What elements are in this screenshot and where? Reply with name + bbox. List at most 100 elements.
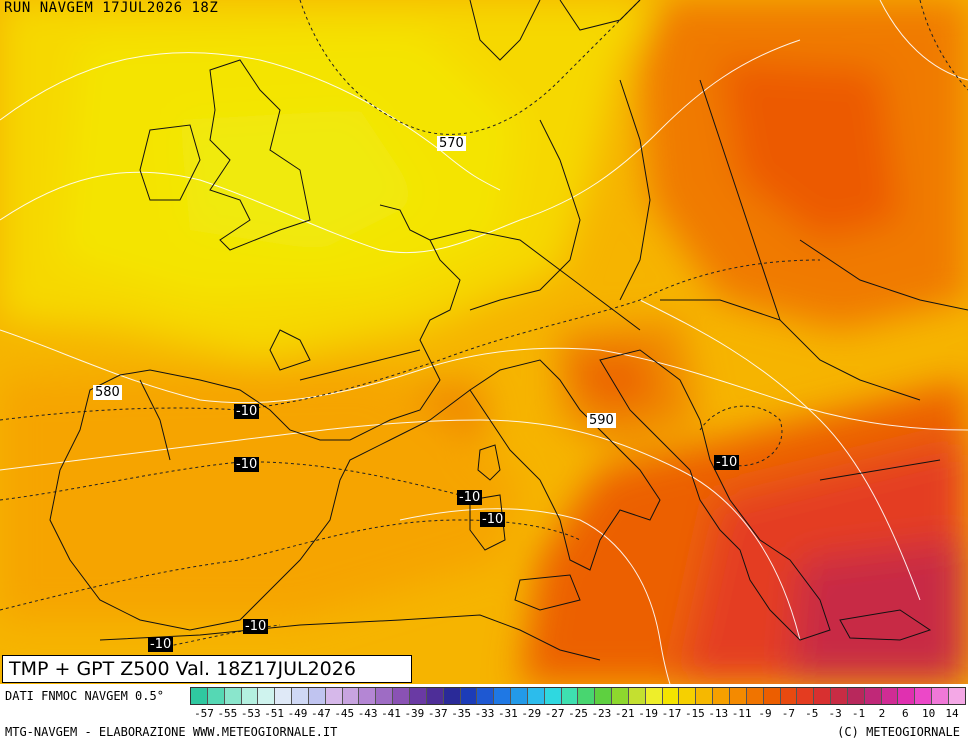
scale-swatch xyxy=(426,688,444,704)
scale-swatch xyxy=(628,688,646,704)
scale-tick-label: -15 xyxy=(684,707,705,720)
label-minus10-c: -10 xyxy=(457,490,483,505)
scale-swatch xyxy=(780,688,798,704)
scale-tick-label: -9 xyxy=(758,707,772,720)
scale-swatch xyxy=(864,688,882,704)
scale-tick-label: -7 xyxy=(781,707,795,720)
scale-tick-label: -53 xyxy=(240,707,261,720)
scale-swatch xyxy=(359,688,377,704)
scale-swatch xyxy=(730,688,747,704)
scale-tick-label: -25 xyxy=(568,707,588,720)
scale-swatch xyxy=(258,688,276,704)
scale-tick-label: -11 xyxy=(731,707,752,720)
scale-tick-label: -39 xyxy=(404,707,425,720)
scale-tick-label: 2 xyxy=(878,707,886,720)
scale-tick-label: -3 xyxy=(828,707,842,720)
scale-swatch xyxy=(308,688,326,704)
scale-tick-label: -17 xyxy=(661,707,682,720)
scale-swatch xyxy=(948,688,965,704)
scale-swatch xyxy=(814,688,832,704)
scale-tick-label: -47 xyxy=(310,707,331,720)
scale-swatch xyxy=(325,688,343,704)
scale-swatch xyxy=(595,688,613,704)
scale-swatch xyxy=(342,688,360,704)
label-minus10-d: -10 xyxy=(480,512,506,527)
scale-swatch xyxy=(898,688,916,704)
copyright-text: (C) METEOGIORNALE xyxy=(837,725,960,739)
scale-swatch xyxy=(494,688,512,704)
scale-swatch xyxy=(460,688,478,704)
scale-tick-label: -31 xyxy=(497,707,518,720)
label-minus10-g: -10 xyxy=(148,637,174,652)
scale-tick-label: -13 xyxy=(708,707,729,720)
map-canvas xyxy=(0,0,968,685)
scale-swatch xyxy=(696,688,714,704)
scale-swatch xyxy=(527,688,545,704)
label-570: 570 xyxy=(437,136,466,151)
validity-box: TMP + GPT Z500 Val. 18Z17JUL2026 xyxy=(2,655,412,683)
label-minus10-e: -10 xyxy=(714,455,740,470)
scale-swatch xyxy=(797,688,815,704)
label-minus10-f: -10 xyxy=(243,619,269,634)
scale-swatch xyxy=(645,688,663,704)
scale-swatch xyxy=(932,688,949,704)
scale-swatch xyxy=(679,688,697,704)
color-scale-labels: -57 -55 -53 -51 -49 -47 -45 -43 -41 -39 -37 -35 -33-… xyxy=(190,707,966,721)
scale-swatch xyxy=(544,688,562,704)
scale-tick-label: -57 xyxy=(194,707,214,720)
scale-tick-label: -49 xyxy=(287,707,308,720)
scale-tick-label: -37 xyxy=(427,707,448,720)
scale-swatch xyxy=(612,688,629,704)
scale-tick-label: -43 xyxy=(357,707,378,720)
scale-tick-label: -51 xyxy=(264,707,285,720)
color-scale-bar xyxy=(190,687,966,705)
scale-tick-label: -27 xyxy=(544,707,565,720)
scale-swatch xyxy=(847,688,865,704)
scale-swatch xyxy=(746,688,764,704)
scale-swatch xyxy=(881,688,899,704)
scale-swatch xyxy=(662,688,680,704)
scale-swatch xyxy=(207,688,225,704)
scale-tick-label: -5 xyxy=(805,707,819,720)
credit-text: MTG-NAVGEM - ELABORAZIONE WWW.METEOGIORN… xyxy=(5,725,338,739)
scale-tick-label: 14 xyxy=(945,707,959,720)
scale-swatch xyxy=(224,688,242,704)
scale-tick-label: -21 xyxy=(614,707,635,720)
scale-swatch xyxy=(578,688,596,704)
scale-swatch xyxy=(409,688,427,704)
label-590: 590 xyxy=(587,413,616,428)
scale-swatch xyxy=(275,688,293,704)
scale-swatch xyxy=(831,688,848,704)
scale-tick-label: -33 xyxy=(474,707,495,720)
label-580: 580 xyxy=(93,385,122,400)
scale-swatch xyxy=(713,688,730,704)
scale-tick-label: -35 xyxy=(451,707,472,720)
scale-tick-label: 10 xyxy=(922,707,936,720)
scale-swatch xyxy=(393,688,410,704)
coastlines xyxy=(49,0,968,661)
scale-tick-label: -1 xyxy=(851,707,866,720)
scale-tick-label: -29 xyxy=(521,707,542,720)
weather-map: 570 580 590 -10 -10 -10 -10 -10 -10 -10 … xyxy=(0,0,968,685)
scale-tick-label: -55 xyxy=(217,707,238,720)
scale-tick-label: 6 xyxy=(901,707,909,720)
scale-swatch xyxy=(376,688,394,704)
scale-swatch xyxy=(443,688,461,704)
label-minus10-a: -10 xyxy=(234,404,260,419)
scale-tick-label: -23 xyxy=(591,707,612,720)
scale-swatch xyxy=(477,688,495,704)
scale-swatch xyxy=(191,688,208,704)
run-title: RUN NAVGEM 17JUL2026 18Z xyxy=(4,0,219,16)
scale-swatch xyxy=(292,688,309,704)
scale-swatch xyxy=(915,688,933,704)
scale-swatch xyxy=(561,688,579,704)
gpt-isolines xyxy=(0,0,968,685)
scale-tick-label: -45 xyxy=(334,707,355,720)
label-minus10-b: -10 xyxy=(234,457,260,472)
scale-tick-label: -19 xyxy=(638,707,659,720)
scale-swatch xyxy=(241,688,259,704)
scale-swatch xyxy=(511,688,528,704)
data-source: DATI FNMOC NAVGEM 0.5° xyxy=(5,689,164,703)
scale-tick-label: -41 xyxy=(381,707,401,720)
scale-swatch xyxy=(763,688,781,704)
